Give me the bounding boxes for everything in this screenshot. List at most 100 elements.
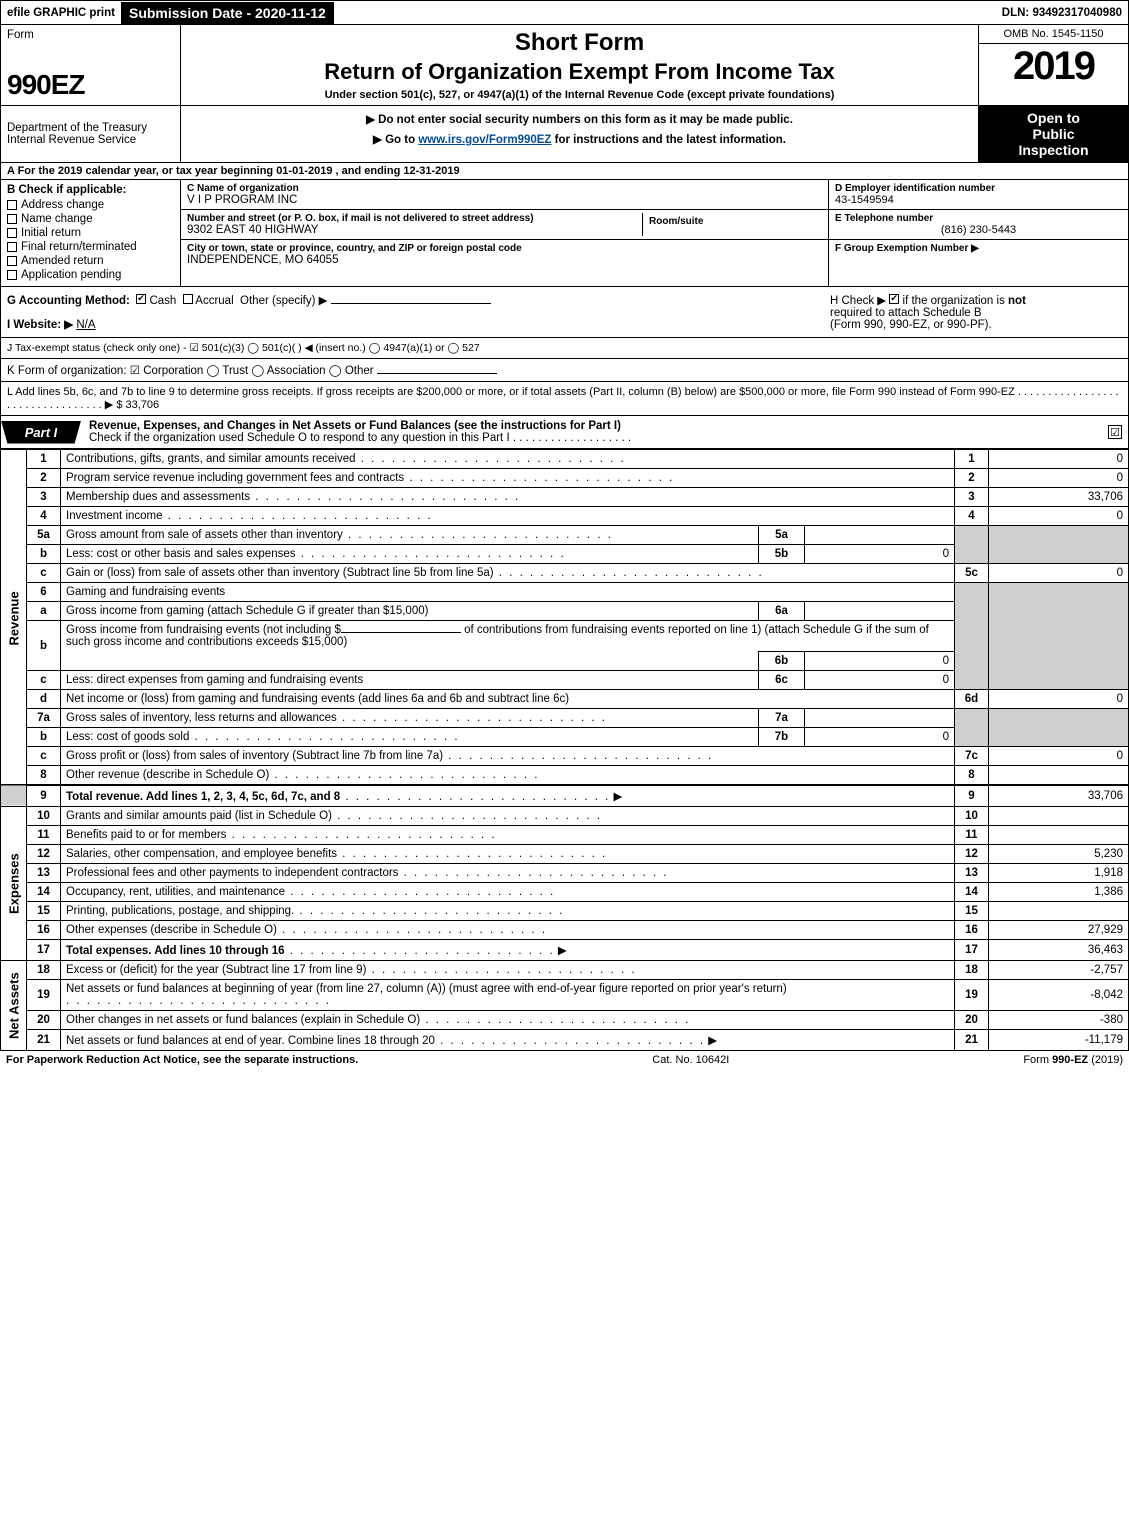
side-expenses: Expenses bbox=[1, 807, 27, 961]
cb-address-change[interactable]: Address change bbox=[7, 198, 174, 212]
part-i-tab: Part I bbox=[1, 421, 81, 444]
line-14: 14 Occupancy, rent, utilities, and maint… bbox=[1, 883, 1129, 902]
cb-application-pending[interactable]: Application pending bbox=[7, 268, 174, 282]
part-i-title: Revenue, Expenses, and Changes in Net As… bbox=[81, 416, 1102, 448]
cb-accrual[interactable] bbox=[183, 294, 193, 304]
under-section: Under section 501(c), 527, or 4947(a)(1)… bbox=[189, 89, 970, 101]
addr-label: Number and street (or P. O. box, if mail… bbox=[187, 213, 642, 224]
open-3: Inspection bbox=[983, 142, 1124, 158]
open-to-public: Open to Public Inspection bbox=[978, 106, 1128, 162]
line-9: 9 Total revenue. Add lines 1, 2, 3, 4, 5… bbox=[1, 785, 1129, 807]
line-6d: d Net income or (loss) from gaming and f… bbox=[1, 690, 1129, 709]
phone-value: (816) 230-5443 bbox=[835, 224, 1122, 236]
dln: DLN: 93492317040980 bbox=[996, 7, 1128, 19]
d-label: D Employer identification number bbox=[835, 183, 1122, 194]
form-word: Form bbox=[7, 29, 174, 41]
line-6: 6 Gaming and fundraising events bbox=[1, 583, 1129, 602]
cb-amended-return[interactable]: Amended return bbox=[7, 254, 174, 268]
city-label: City or town, state or province, country… bbox=[187, 243, 822, 254]
line-1: Revenue 1 Contributions, gifts, grants, … bbox=[1, 450, 1129, 469]
goto-post: for instructions and the latest informat… bbox=[551, 134, 786, 146]
other-specify-input[interactable] bbox=[331, 303, 491, 304]
line-3: 3 Membership dues and assessments 3 33,7… bbox=[1, 488, 1129, 507]
org-name: V I P PROGRAM INC bbox=[187, 194, 822, 206]
k-text: K Form of organization: ☑ Corporation ◯ … bbox=[7, 365, 374, 377]
side-net-assets: Net Assets bbox=[1, 961, 27, 1051]
cell-phone: E Telephone number (816) 230-5443 bbox=[829, 210, 1128, 240]
goto-pre: ▶ Go to bbox=[373, 134, 418, 146]
cb-no-schedule-b[interactable] bbox=[889, 294, 899, 304]
side-revenue: Revenue bbox=[1, 450, 27, 786]
col-def: D Employer identification number 43-1549… bbox=[828, 180, 1128, 286]
cell-city: City or town, state or province, country… bbox=[181, 240, 828, 269]
b-header: B Check if applicable: bbox=[7, 184, 174, 196]
l-amount: 33,706 bbox=[126, 399, 160, 411]
e-label: E Telephone number bbox=[835, 213, 1122, 224]
cell-street: Number and street (or P. O. box, if mail… bbox=[181, 210, 828, 240]
website-value: N/A bbox=[76, 319, 95, 331]
line-10: Expenses 10 Grants and similar amounts p… bbox=[1, 807, 1129, 826]
k-other-input[interactable] bbox=[377, 373, 497, 374]
street-address: 9302 EAST 40 HIGHWAY bbox=[187, 224, 642, 236]
room-label: Room/suite bbox=[649, 216, 703, 227]
row-j-tax-exempt: J Tax-exempt status (check only one) - ☑… bbox=[0, 338, 1129, 359]
form-number: 990EZ bbox=[7, 69, 174, 101]
part-i-header: Part I Revenue, Expenses, and Changes in… bbox=[0, 416, 1129, 449]
part-i-table: Revenue 1 Contributions, gifts, grants, … bbox=[0, 449, 1129, 1051]
dept-line-2: Internal Revenue Service bbox=[7, 134, 174, 146]
footer-cat-no: Cat. No. 10642I bbox=[652, 1054, 729, 1066]
goto-link[interactable]: www.irs.gov/Form990EZ bbox=[418, 134, 551, 146]
line-5c: c Gain or (loss) from sale of assets oth… bbox=[1, 564, 1129, 583]
row-k-form-org: K Form of organization: ☑ Corporation ◯ … bbox=[0, 359, 1129, 382]
line-13: 13 Professional fees and other payments … bbox=[1, 864, 1129, 883]
cb-name-change[interactable]: Name change bbox=[7, 212, 174, 226]
dept-cell: Department of the Treasury Internal Reve… bbox=[1, 106, 181, 162]
cb-initial-return[interactable]: Initial return bbox=[7, 226, 174, 240]
line-5a: 5a Gross amount from sale of assets othe… bbox=[1, 526, 1129, 545]
line-4: 4 Investment income 4 0 bbox=[1, 507, 1129, 526]
omb-number: OMB No. 1545-1150 bbox=[979, 25, 1128, 44]
h-schedule-b: H Check ▶ if the organization is not req… bbox=[822, 293, 1122, 331]
header-mid: Short Form Return of Organization Exempt… bbox=[181, 25, 978, 105]
cb-final-return[interactable]: Final return/terminated bbox=[7, 240, 174, 254]
l-text: L Add lines 5b, 6c, and 7b to line 9 to … bbox=[7, 386, 1119, 411]
g-accounting: G Accounting Method: Cash Accrual Other … bbox=[7, 293, 822, 331]
instructions-cell: ▶ Do not enter social security numbers o… bbox=[181, 106, 978, 162]
line-2: 2 Program service revenue including gove… bbox=[1, 469, 1129, 488]
c-label: C Name of organization bbox=[187, 183, 822, 194]
short-form-title: Short Form bbox=[189, 29, 970, 57]
page-footer: For Paperwork Reduction Act Notice, see … bbox=[0, 1051, 1129, 1069]
j-text: J Tax-exempt status (check only one) - ☑… bbox=[7, 342, 480, 354]
return-title: Return of Organization Exempt From Incom… bbox=[189, 59, 970, 85]
fundraising-contrib-input[interactable] bbox=[341, 632, 461, 633]
cell-group-exemption: F Group Exemption Number ▶ bbox=[829, 240, 1128, 257]
line-21: 21 Net assets or fund balances at end of… bbox=[1, 1030, 1129, 1051]
line-11: 11 Benefits paid to or for members 11 bbox=[1, 826, 1129, 845]
cb-cash[interactable] bbox=[136, 294, 146, 304]
line-19: 19 Net assets or fund balances at beginn… bbox=[1, 980, 1129, 1011]
line-16: 16 Other expenses (describe in Schedule … bbox=[1, 921, 1129, 940]
submission-date: Submission Date - 2020-11-12 bbox=[121, 2, 334, 24]
efile-label: efile GRAPHIC print bbox=[1, 7, 121, 19]
header-right: OMB No. 1545-1150 2019 bbox=[978, 25, 1128, 105]
footer-right: Form 990-EZ (2019) bbox=[1023, 1054, 1123, 1066]
goto-line: ▶ Go to www.irs.gov/Form990EZ for instru… bbox=[187, 132, 972, 146]
dept-line-1: Department of the Treasury bbox=[7, 122, 174, 134]
part-i-check-text: Check if the organization used Schedule … bbox=[89, 432, 631, 444]
no-ssn-warning: ▶ Do not enter social security numbers o… bbox=[187, 112, 972, 126]
tax-year: 2019 bbox=[979, 44, 1128, 88]
cell-ein: D Employer identification number 43-1549… bbox=[829, 180, 1128, 210]
line-15: 15 Printing, publications, postage, and … bbox=[1, 902, 1129, 921]
entity-grid: B Check if applicable: Address change Na… bbox=[0, 180, 1129, 287]
row-g-h: G Accounting Method: Cash Accrual Other … bbox=[0, 287, 1129, 338]
i-label: I Website: ▶ bbox=[7, 319, 73, 331]
header-row-2: Department of the Treasury Internal Reve… bbox=[0, 106, 1129, 163]
cb-schedule-o-part-i[interactable]: ☑ bbox=[1108, 425, 1122, 439]
line-18: Net Assets 18 Excess or (deficit) for th… bbox=[1, 961, 1129, 980]
line-17: 17 Total expenses. Add lines 10 through … bbox=[1, 940, 1129, 961]
row-l-gross-receipts: L Add lines 5b, 6c, and 7b to line 9 to … bbox=[0, 382, 1129, 416]
line-8: 8 Other revenue (describe in Schedule O)… bbox=[1, 766, 1129, 786]
line-7c: c Gross profit or (loss) from sales of i… bbox=[1, 747, 1129, 766]
footer-left: For Paperwork Reduction Act Notice, see … bbox=[6, 1054, 358, 1066]
g-label: G Accounting Method: bbox=[7, 295, 130, 307]
